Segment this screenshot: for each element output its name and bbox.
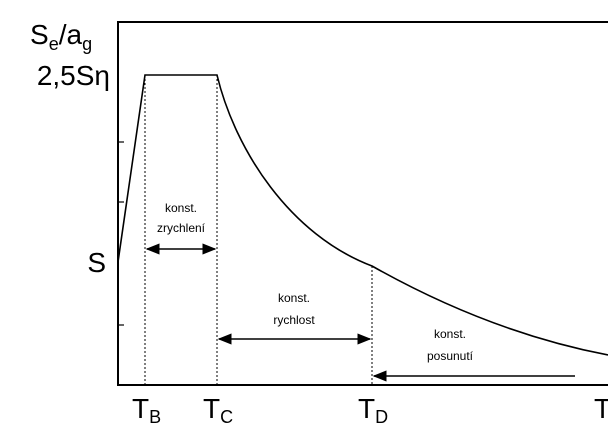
plot-frame xyxy=(117,21,608,386)
region-label: posunutí xyxy=(427,349,474,363)
region-label: zrychlení xyxy=(157,221,206,235)
y-ticks xyxy=(118,141,124,326)
y-label: 2,5Sη xyxy=(37,60,110,91)
label-part: g xyxy=(82,34,92,54)
region-label: konst. xyxy=(434,327,466,341)
region-label: konst. xyxy=(165,201,197,215)
label-part: B xyxy=(149,407,161,423)
label-part: e xyxy=(49,34,59,54)
label-part: C xyxy=(220,407,233,423)
region-label: rychlost xyxy=(273,313,315,327)
spectrum-curve xyxy=(117,74,608,356)
y-label: S xyxy=(87,247,106,278)
x-label: TC xyxy=(203,393,233,423)
region-label: konst. xyxy=(278,291,310,305)
label-part: T xyxy=(203,393,220,423)
label-part: D xyxy=(375,407,388,423)
label-part: S xyxy=(30,19,49,50)
x-label: TD xyxy=(358,393,388,423)
y-axis-label: Se/ag xyxy=(30,19,92,54)
label-part: /a xyxy=(59,19,83,50)
label-part: T xyxy=(358,393,375,423)
label-part: T xyxy=(132,393,149,423)
x-label: TB xyxy=(132,393,161,423)
x-label: T xyxy=(594,393,608,423)
region-arrows xyxy=(145,243,575,382)
label-part: T xyxy=(594,393,608,423)
